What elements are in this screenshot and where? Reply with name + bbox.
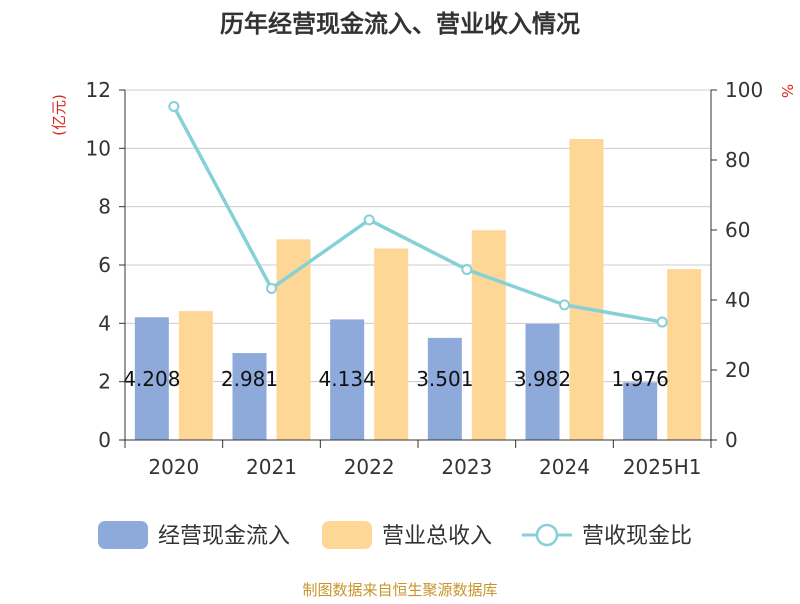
x-tick-label: 2024	[539, 455, 590, 479]
y-right-tick-label: 0	[725, 428, 738, 452]
y-left-tick-label: 10	[86, 136, 111, 160]
y-right-tick-label: 100	[725, 78, 763, 102]
bar-total-revenue	[569, 139, 604, 440]
line-point	[168, 100, 180, 112]
y-right-tick-label: 40	[725, 288, 750, 312]
y-right-tick-label: 20	[725, 358, 750, 382]
legend-label: 经营现金流入	[158, 524, 290, 549]
grid-lines	[125, 89, 711, 441]
y-left-tick-label: 6	[98, 253, 111, 277]
x-tick-label: 2022	[344, 455, 395, 479]
bar-total-revenue	[667, 269, 702, 440]
bar-total-revenue	[276, 239, 311, 440]
line-point	[559, 299, 570, 311]
y-right-unit-label: %	[778, 84, 796, 98]
bar-data-label: 3.982	[514, 367, 571, 391]
bar-operating-cash-inflow	[525, 323, 560, 440]
bar-data-label: 4.208	[123, 367, 180, 391]
legend-item[interactable]: 营业总收入	[322, 521, 492, 549]
legend: 经营现金流入 营业总收入 营收现金比	[98, 521, 692, 549]
source-note: 制图数据来自恒生聚源数据库	[302, 581, 497, 599]
bar-total-revenue	[178, 311, 213, 440]
y-right-tick-label: 80	[725, 148, 750, 172]
legend-item[interactable]: 营收现金比	[522, 523, 692, 549]
bar-operating-cash-inflow	[623, 382, 658, 440]
y-left-unit-label: (亿元)	[50, 94, 68, 136]
bar-operating-cash-inflow	[232, 353, 267, 440]
y-right-tick-label: 60	[725, 218, 750, 242]
legend-item[interactable]: 经营现金流入	[98, 521, 290, 549]
legend-swatch	[322, 521, 372, 549]
line-point	[363, 214, 375, 226]
legend-swatch	[98, 521, 148, 549]
x-tick-label: 2020	[148, 455, 199, 479]
y-left-tick-label: 4	[98, 311, 111, 335]
legend-label: 营业总收入	[382, 524, 492, 549]
bar-operating-cash-inflow	[330, 319, 365, 440]
axes-layer: 0 2 4 6 8 10 12 0 20 40 60 80 100 2020 2021 2022 2023 202…	[86, 78, 764, 479]
y-left-tick-label: 0	[98, 428, 111, 452]
line-point	[656, 316, 668, 328]
bars-layer	[134, 139, 702, 440]
bar-data-label: 3.501	[416, 367, 473, 391]
y-left-tick-label: 12	[86, 78, 111, 102]
line-series-layer	[168, 100, 668, 328]
x-tick-label: 2021	[246, 455, 297, 479]
y-left-tick-label: 8	[98, 195, 111, 219]
line-cash-revenue-ratio	[172, 105, 663, 324]
data-labels-layer: 4.208 2.981 4.134 3.501 3.982 1.976	[123, 367, 669, 391]
line-point	[461, 264, 473, 276]
x-tick-label: 2025H1	[623, 455, 702, 479]
x-tick-label: 2023	[441, 455, 492, 479]
bar-total-revenue	[374, 248, 409, 440]
line-point	[266, 282, 277, 294]
bar-operating-cash-inflow	[427, 337, 462, 440]
bar-data-label: 4.134	[319, 367, 376, 391]
legend-swatch-marker	[535, 523, 559, 547]
bar-total-revenue	[471, 230, 506, 440]
bar-data-label: 1.976	[612, 367, 669, 391]
y-left-tick-label: 2	[98, 370, 111, 394]
chart-title: 历年经营现金流入、营业收入情况	[220, 10, 580, 38]
legend-label: 营收现金比	[582, 524, 692, 549]
bar-operating-cash-inflow	[134, 317, 169, 440]
bar-data-label: 2.981	[221, 367, 278, 391]
